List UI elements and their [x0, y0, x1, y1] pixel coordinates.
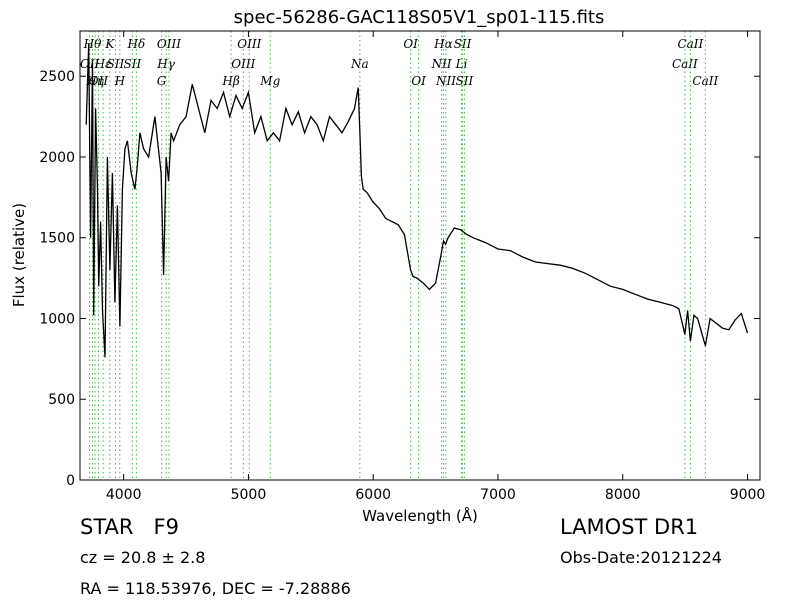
line-label-23: Li	[455, 57, 468, 71]
line-label-26: CaII	[672, 57, 698, 71]
line-label-12: OIII	[157, 37, 181, 51]
subclass: F9	[153, 515, 179, 539]
y-axis-label: Flux (relative)	[10, 203, 28, 307]
line-label-14: OIII	[231, 57, 255, 71]
spectrum-line	[85, 43, 749, 358]
spectral-line-markers: OIIHθHηOIIHεKSIIHSIIHδGHγOIIIHβOIIIOIIIM…	[80, 31, 719, 480]
object-class: STAR F9	[80, 515, 179, 539]
line-label-28: CaII	[692, 74, 718, 88]
y-tick-label-5: 2500	[39, 69, 75, 85]
axis-ticks: 4000 5000 6000 7000 8000 9000 0 500 1000 1500 2000…	[39, 31, 765, 503]
line-label-17: Na	[350, 57, 369, 71]
line-label-7: H	[114, 74, 126, 88]
chart-title: spec-56286-GAC118S05V1_sp01-115.fits	[234, 7, 605, 28]
x-tick-label-4: 8000	[605, 487, 641, 503]
y-tick-label-3: 1500	[39, 231, 75, 247]
observation-date: Obs-Date:20121224	[560, 548, 722, 567]
y-tick-label-2: 1000	[39, 311, 75, 327]
line-label-24: SII	[454, 37, 472, 51]
line-label-1: Hθ	[83, 37, 102, 51]
x-tick-label-2: 6000	[355, 487, 391, 503]
line-label-11: Hγ	[156, 57, 175, 71]
line-label-18: OI	[403, 37, 418, 51]
line-label-16: Mg	[259, 74, 280, 88]
survey-name: LAMOST DR1	[560, 515, 699, 539]
coordinates: RA = 118.53976, DEC = -7.28886	[80, 579, 351, 598]
y-tick-label-0: 0	[66, 473, 75, 489]
line-label-2: Hη	[85, 74, 104, 88]
line-label-8: SII	[124, 57, 142, 71]
class-type: STAR	[80, 515, 134, 539]
line-label-5: K	[104, 37, 115, 51]
y-tick-label-4: 2000	[39, 150, 75, 166]
line-label-13: Hβ	[221, 74, 239, 88]
line-label-25: SII	[456, 74, 474, 88]
line-label-9: Hδ	[127, 37, 146, 51]
x-tick-label-5: 9000	[730, 487, 766, 503]
line-label-22: NII	[435, 74, 456, 88]
line-label-20: NII	[431, 57, 452, 71]
line-label-27: CaII	[677, 37, 703, 51]
y-tick-label-1: 500	[48, 392, 75, 408]
redshift: cz = 20.8 ± 2.8	[80, 548, 206, 567]
x-tick-label-0: 4000	[106, 487, 142, 503]
line-label-19: OI	[411, 74, 426, 88]
line-label-10: G	[157, 74, 167, 88]
line-label-6: SII	[107, 57, 125, 71]
x-tick-label-1: 5000	[231, 487, 267, 503]
x-tick-label-3: 7000	[480, 487, 516, 503]
line-label-15: OIII	[237, 37, 261, 51]
x-axis-label: Wavelength (Å)	[362, 506, 478, 525]
line-label-4: Hε	[94, 57, 112, 71]
plot-frame	[79, 30, 761, 481]
line-label-21: Hα	[433, 37, 453, 51]
